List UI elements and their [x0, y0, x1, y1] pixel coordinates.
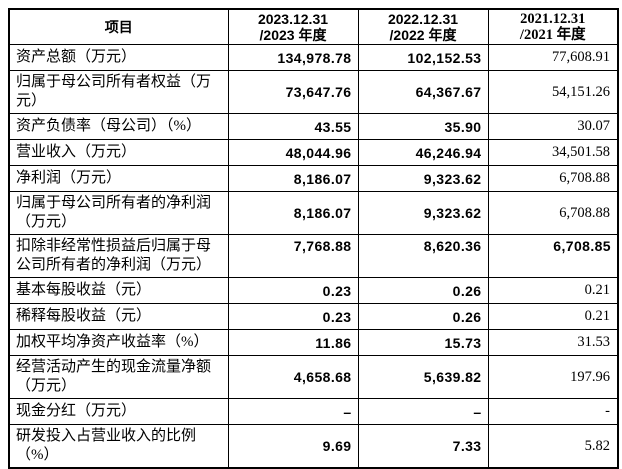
- value-2023: 9.69: [227, 424, 359, 469]
- table-row-operating-cashflow: 经营活动产生的现金流量净额（万元） 4,658.68 5,639.82 197.…: [8, 355, 619, 399]
- value-2023: 8,186.07: [227, 165, 359, 192]
- value-2021: 30.07: [487, 113, 619, 140]
- table-row-basic-eps: 基本每股收益（元） 0.23 0.26 0.21: [8, 277, 619, 304]
- table-header-row: 项目 2023.12.31 /2023 年度 2022.12.31 /2022 …: [8, 8, 619, 45]
- header-year-2021: 2021.12.31 /2021 年度: [487, 8, 619, 45]
- financial-summary-table: 项目 2023.12.31 /2023 年度 2022.12.31 /2022 …: [8, 8, 619, 469]
- row-label: 资产负债率（母公司）（%）: [8, 113, 229, 140]
- row-label: 基本每股收益（元）: [8, 277, 229, 304]
- value-2023: 11.86: [227, 329, 359, 356]
- value-2023: 0.23: [227, 277, 359, 304]
- document-page: 项目 2023.12.31 /2023 年度 2022.12.31 /2022 …: [8, 8, 619, 469]
- row-label: 营业收入（万元）: [8, 139, 229, 166]
- header-year-2023: 2023.12.31 /2023 年度: [227, 8, 359, 45]
- value-2022: 7.33: [357, 424, 489, 469]
- row-label: 归属于母公司所有者的净利润（万元）: [8, 191, 229, 235]
- value-2021: 5.82: [487, 424, 619, 469]
- table-row-parent-equity: 归属于母公司所有者权益（万元） 73,647.76 64,367.67 54,1…: [8, 70, 619, 114]
- value-2022: 35.90: [357, 113, 489, 140]
- value-2022: 0.26: [357, 277, 489, 304]
- value-2023: 4,658.68: [227, 355, 359, 399]
- row-label: 资产总额（万元）: [8, 44, 229, 71]
- row-label: 稀释每股收益（元）: [8, 303, 229, 330]
- value-2023: 134,978.78: [227, 44, 359, 71]
- header-item: 项目: [8, 8, 229, 45]
- value-2021: 34,501.58: [487, 139, 619, 166]
- table-row-total-assets: 资产总额（万元） 134,978.78 102,152.53 77,608.91: [8, 44, 619, 71]
- header-2023-date: 2023.12.31: [257, 11, 329, 27]
- value-2022: 9,323.62: [357, 165, 489, 192]
- header-2022-date: 2022.12.31: [387, 11, 459, 27]
- value-2021: 0.21: [487, 277, 619, 304]
- value-2023: 43.55: [227, 113, 359, 140]
- value-2022: 15.73: [357, 329, 489, 356]
- value-2021: 6,708.88: [487, 191, 619, 235]
- header-year-2022: 2022.12.31 /2022 年度: [357, 8, 489, 45]
- value-2021: 54,151.26: [487, 70, 619, 114]
- value-2022: 64,367.67: [357, 70, 489, 114]
- value-2021: 77,608.91: [487, 44, 619, 71]
- row-label: 净利润（万元）: [8, 165, 229, 192]
- value-2023: 73,647.76: [227, 70, 359, 114]
- value-2022: 5,639.82: [357, 355, 489, 399]
- value-2021: -: [487, 398, 619, 425]
- header-2022-period: /2022 年度: [389, 27, 457, 43]
- table-row-net-profit: 净利润（万元） 8,186.07 9,323.62 6,708.88: [8, 165, 619, 192]
- value-2023: 8,186.07: [227, 191, 359, 235]
- row-label: 经营活动产生的现金流量净额（万元）: [8, 355, 229, 399]
- table-row-rd-ratio: 研发投入占营业收入的比例（%） 9.69 7.33 5.82: [8, 424, 619, 469]
- row-label: 研发投入占营业收入的比例（%）: [8, 424, 229, 469]
- value-2021: 31.53: [487, 329, 619, 356]
- row-label: 归属于母公司所有者权益（万元）: [8, 70, 229, 114]
- header-2021-date: 2021.12.31: [520, 11, 586, 27]
- value-2023: 0.23: [227, 303, 359, 330]
- value-2023: –: [227, 398, 359, 425]
- row-label: 现金分红（万元）: [8, 398, 229, 425]
- table-row-net-profit-parent: 归属于母公司所有者的净利润（万元） 8,186.07 9,323.62 6,70…: [8, 191, 619, 235]
- value-2022: 0.26: [357, 303, 489, 330]
- row-label: 扣除非经常性损益后归属于母公司所有者的净利润（万元）: [8, 234, 229, 278]
- value-2023: 7,768.88: [227, 234, 359, 278]
- table-row-debt-ratio: 资产负债率（母公司）（%） 43.55 35.90 30.07: [8, 113, 619, 140]
- header-2023-period: /2023 年度: [259, 27, 327, 43]
- value-2022: 46,246.94: [357, 139, 489, 166]
- value-2023: 48,044.96: [227, 139, 359, 166]
- value-2021: 197.96: [487, 355, 619, 399]
- value-2022: 9,323.62: [357, 191, 489, 235]
- value-2022: –: [357, 398, 489, 425]
- value-2022: 102,152.53: [357, 44, 489, 71]
- value-2021: 0.21: [487, 303, 619, 330]
- value-2022: 8,620.36: [357, 234, 489, 278]
- value-2021: 6,708.88: [487, 165, 619, 192]
- table-row-net-profit-deducted: 扣除非经常性损益后归属于母公司所有者的净利润（万元） 7,768.88 8,62…: [8, 234, 619, 278]
- table-row-operating-revenue: 营业收入（万元） 48,044.96 46,246.94 34,501.58: [8, 139, 619, 166]
- row-label: 加权平均净资产收益率（%）: [8, 329, 229, 356]
- value-2021: 6,708.85: [487, 234, 619, 278]
- header-2021-period: /2021 年度: [519, 27, 586, 43]
- table-row-diluted-eps: 稀释每股收益（元） 0.23 0.26 0.21: [8, 303, 619, 330]
- table-row-cash-dividend: 现金分红（万元） – – -: [8, 398, 619, 425]
- table-row-weighted-roe: 加权平均净资产收益率（%） 11.86 15.73 31.53: [8, 329, 619, 356]
